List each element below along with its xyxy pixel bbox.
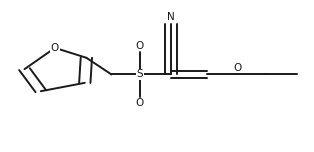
Text: O: O — [136, 41, 144, 51]
Text: N: N — [167, 12, 175, 22]
Text: O: O — [233, 63, 241, 73]
Text: O: O — [51, 43, 59, 53]
Text: S: S — [136, 69, 143, 79]
Text: O: O — [136, 98, 144, 108]
